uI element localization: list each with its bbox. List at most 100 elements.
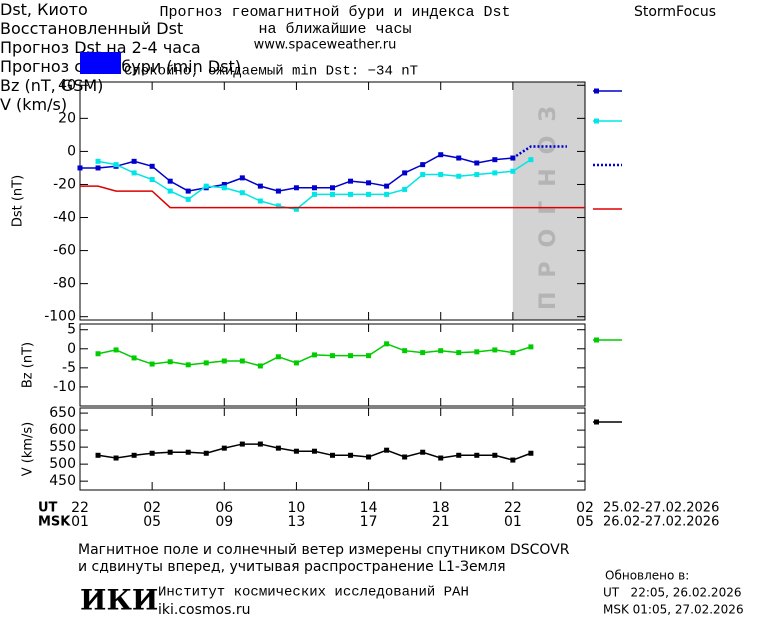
y-tick-label: 650 [49, 405, 76, 421]
plot-frame [79, 81, 586, 321]
data-point [185, 449, 191, 455]
data-point [221, 358, 227, 364]
legend-label: Dst, Киото [0, 0, 88, 19]
data-point [185, 188, 191, 194]
legend-marker [594, 118, 599, 124]
y-axis-title: V (km/s) [21, 422, 36, 477]
forecast-region [512, 82, 585, 320]
data-point [456, 173, 462, 179]
y-tick-label: -60 [53, 243, 76, 259]
data-point [330, 185, 335, 191]
data-point [275, 203, 281, 209]
data-point [311, 185, 317, 191]
y-tick-label: -40 [53, 210, 76, 226]
status: Спокойно, ожидаемый min Dst: −34 nT [124, 63, 418, 80]
data-point [239, 358, 245, 364]
x-tick-label: 01 [71, 514, 89, 530]
data-point [221, 445, 227, 451]
data-point [348, 191, 354, 197]
data-point [131, 158, 137, 164]
data-point [474, 160, 480, 166]
updated-msk: MSK 01:05, 27.02.2026 [603, 603, 744, 617]
x-tick-label: 09 [215, 514, 233, 530]
y-tick-label: 20 [58, 110, 76, 126]
data-point [474, 349, 480, 355]
data-point [492, 170, 498, 176]
x-tick-label: 22 [504, 500, 522, 516]
x-tick-label: 01 [504, 514, 522, 530]
y-tick-label: 600 [49, 422, 76, 438]
y-tick-label: 0 [67, 143, 76, 159]
data-point [131, 355, 137, 361]
data-point [510, 168, 516, 174]
x-tick-label: 02 [576, 500, 594, 516]
data-point [438, 455, 444, 461]
y-tick-label: -10 [53, 379, 76, 395]
data-point [113, 455, 119, 461]
y-tick-label: 450 [49, 473, 76, 489]
data-point [95, 351, 101, 357]
data-point [221, 185, 227, 191]
x-tick-label: 21 [432, 514, 450, 530]
x-tick-label: 13 [288, 514, 306, 530]
data-point [311, 352, 317, 358]
data-point [528, 344, 534, 350]
title: Прогноз геомагнитной бури и индекса Dst [159, 4, 510, 21]
institute-name: Институт космических исследований РАН [158, 584, 469, 601]
data-point [203, 450, 209, 456]
data-point [275, 445, 281, 451]
data-point [402, 170, 408, 176]
data-point [474, 172, 480, 178]
data-point [420, 449, 426, 455]
data-point [167, 449, 173, 455]
data-point [402, 186, 408, 192]
legend-label: Прогноз Dst на 2-4 часа [0, 38, 201, 57]
data-point [456, 452, 462, 458]
data-point [330, 452, 335, 458]
y-tick-label: -5 [62, 360, 76, 376]
data-point [257, 198, 263, 204]
data-point [95, 158, 101, 164]
footer-note: Магнитное поле и солнечный ветер измерен… [78, 542, 570, 558]
y-tick-label: 5 [67, 322, 76, 338]
data-point [149, 163, 155, 169]
brand: StormFocus [634, 4, 716, 20]
x-tick-label: 18 [432, 500, 450, 516]
x-tick-label: 22 [71, 500, 89, 516]
x-tick-label: 05 [576, 514, 594, 530]
y-tick-label: -80 [53, 276, 76, 292]
series-line [80, 185, 585, 209]
logo: ИКИ [80, 584, 158, 617]
x-tick-label: 06 [215, 500, 233, 516]
data-point [402, 454, 408, 460]
data-point [239, 441, 245, 447]
data-point [528, 157, 534, 163]
data-point [149, 450, 155, 456]
data-point [257, 441, 263, 447]
data-point [384, 341, 390, 347]
legend-label: Bz (nT, GSM) [0, 76, 104, 95]
legend-label: V (km/s) [0, 95, 68, 114]
x-row-label: UT [38, 501, 58, 516]
data-point [492, 347, 498, 353]
subtitle: на ближайшие часы [258, 21, 411, 38]
data-point [366, 180, 372, 186]
data-point [510, 457, 516, 463]
data-point [293, 360, 299, 366]
data-point [113, 162, 119, 168]
data-point [275, 188, 281, 194]
legend-label: Восстановленный Dst [0, 19, 184, 38]
y-tick-label: 0 [67, 341, 76, 357]
institute-site: iki.cosmos.ru [158, 602, 250, 618]
data-point [275, 354, 281, 360]
data-point [239, 175, 245, 181]
data-point [330, 353, 335, 359]
y-tick-label: 500 [49, 456, 76, 472]
data-point [492, 452, 498, 458]
data-point [203, 360, 209, 366]
y-tick-label: -20 [53, 176, 76, 192]
data-point [257, 183, 263, 189]
data-point [221, 181, 227, 187]
x-tick-label: 10 [288, 500, 306, 516]
